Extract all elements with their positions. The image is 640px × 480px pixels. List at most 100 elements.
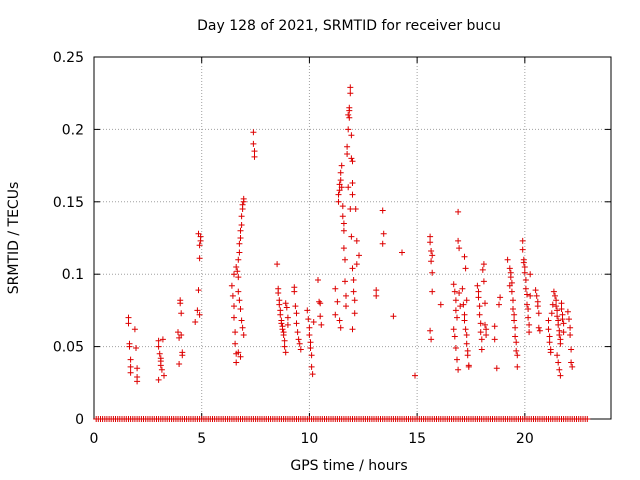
plot-frame	[93, 56, 612, 420]
grid-lines	[94, 57, 611, 419]
data-point	[125, 320, 132, 327]
data-point	[280, 332, 287, 338]
data-point	[549, 301, 556, 308]
data-point	[558, 300, 565, 307]
data-point	[335, 198, 342, 205]
data-point	[284, 321, 291, 328]
data-point	[235, 349, 242, 356]
data-point	[231, 314, 237, 321]
data-point	[277, 311, 284, 318]
data-point	[526, 321, 533, 328]
data-point	[231, 303, 237, 310]
data-point	[344, 143, 351, 150]
data-point	[349, 191, 356, 198]
data-point	[462, 265, 469, 272]
data-point	[240, 332, 247, 338]
y-tick-label: 0.05	[53, 340, 84, 356]
data-point	[460, 301, 467, 308]
data-point	[535, 310, 542, 317]
data-point	[292, 303, 299, 310]
data-point	[567, 324, 574, 331]
data-point	[507, 274, 514, 281]
data-point	[353, 261, 360, 268]
data-point	[584, 416, 591, 422]
data-point	[334, 298, 341, 305]
data-point	[338, 184, 345, 191]
data-point	[281, 337, 288, 344]
data-point	[238, 317, 245, 324]
data-point	[126, 343, 133, 350]
data-point	[491, 336, 498, 343]
data-point	[455, 208, 462, 215]
y-tick-label: 0.1	[62, 267, 84, 283]
data-point	[512, 333, 519, 340]
data-point	[349, 180, 356, 186]
data-point	[234, 268, 241, 275]
data-point	[228, 282, 235, 289]
data-point	[305, 316, 312, 323]
data-point	[196, 311, 203, 318]
data-point	[527, 292, 534, 299]
data-point	[519, 237, 526, 244]
data-point	[462, 326, 469, 333]
data-point	[476, 303, 483, 310]
data-point	[554, 307, 561, 314]
data-point	[461, 253, 468, 260]
data-point	[229, 292, 236, 299]
data-point	[560, 329, 567, 336]
data-point	[483, 332, 490, 338]
data-point	[348, 132, 355, 139]
data-point	[545, 326, 552, 333]
data-point	[177, 300, 184, 307]
data-point	[235, 256, 242, 263]
data-point	[347, 90, 354, 97]
data-point	[450, 326, 457, 333]
data-point	[340, 227, 347, 234]
data-point	[474, 282, 481, 289]
data-point	[315, 277, 321, 283]
y-tick-label: 0	[75, 412, 84, 428]
data-point	[557, 340, 564, 347]
data-point	[232, 329, 239, 336]
data-point	[504, 256, 511, 263]
data-point	[348, 233, 355, 240]
data-point	[496, 301, 502, 308]
data-point	[337, 169, 344, 176]
data-point	[373, 287, 380, 294]
data-point	[506, 282, 513, 289]
data-point	[345, 126, 352, 133]
data-point	[479, 266, 486, 273]
data-point	[569, 363, 576, 370]
data-point	[195, 230, 202, 237]
data-point	[454, 356, 460, 363]
data-point	[274, 261, 281, 268]
data-point	[380, 230, 387, 237]
data-point	[525, 314, 532, 321]
data-point	[390, 313, 397, 320]
data-point	[548, 310, 555, 317]
data-point	[332, 311, 339, 318]
data-point	[156, 350, 163, 357]
data-point	[429, 288, 436, 295]
data-point	[564, 308, 571, 315]
data-point	[497, 294, 504, 301]
data-point	[428, 258, 435, 265]
x-tick-label: 5	[197, 431, 206, 447]
data-point	[513, 339, 520, 346]
data-point	[339, 203, 346, 210]
data-point	[493, 365, 500, 372]
data-point	[524, 291, 530, 298]
data-point	[344, 151, 351, 157]
data-point	[251, 148, 258, 155]
data-point	[450, 281, 457, 288]
data-point	[491, 323, 498, 330]
data-point	[293, 310, 300, 317]
data-point	[556, 366, 563, 373]
y-tick-label: 0.15	[53, 195, 84, 211]
data-point	[379, 240, 386, 247]
data-point	[134, 365, 141, 372]
data-point	[524, 301, 530, 308]
data-point	[512, 324, 519, 331]
data-point	[508, 288, 515, 295]
data-point	[349, 326, 356, 333]
